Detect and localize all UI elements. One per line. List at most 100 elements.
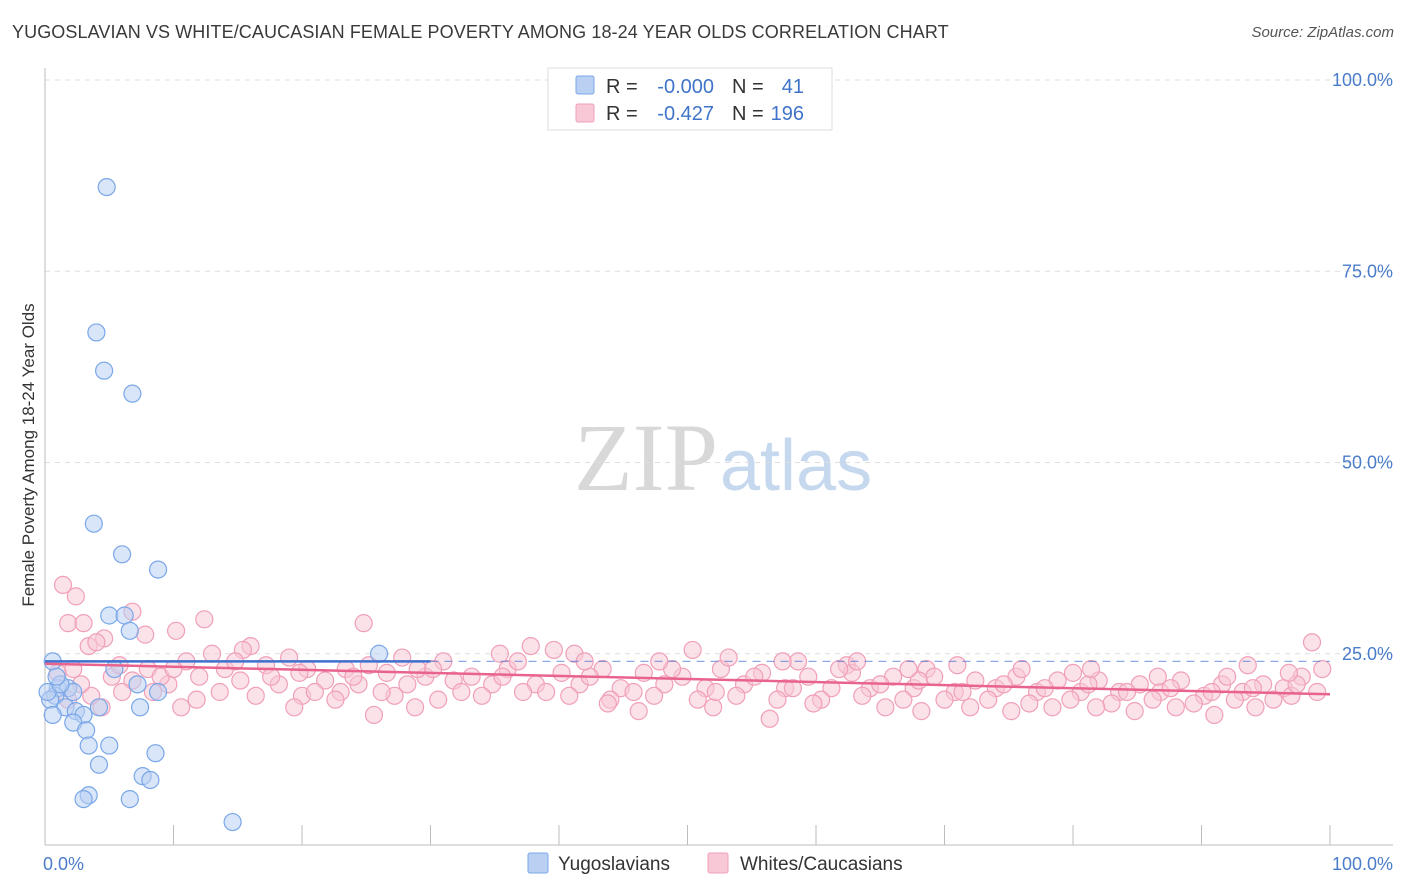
point-whites-caucasians-149 xyxy=(537,682,556,702)
point-whites-caucasians-190 xyxy=(629,702,648,721)
point-yugoslavians-27 xyxy=(79,736,98,755)
point-whites-caucasians-48 xyxy=(925,667,944,686)
point-whites-caucasians-13 xyxy=(202,644,222,663)
point-yugoslavians-36 xyxy=(223,812,242,832)
point-whites-caucasians-170 xyxy=(164,659,183,679)
point-whites-caucasians-139 xyxy=(112,682,132,702)
point-yugoslavians-5 xyxy=(112,545,132,564)
y-tick-label-50: 50.0% xyxy=(1342,453,1393,473)
point-whites-caucasians-182 xyxy=(948,656,967,675)
point-whites-caucasians-115 xyxy=(1184,694,1203,713)
point-yugoslavians-2 xyxy=(95,361,114,380)
point-whites-caucasians-66 xyxy=(316,671,335,690)
point-whites-caucasians-0 xyxy=(53,575,73,595)
point-whites-caucasians-123 xyxy=(598,694,617,713)
point-whites-caucasians-189 xyxy=(326,690,345,709)
point-whites-caucasians-141 xyxy=(210,682,229,702)
point-yugoslavians-35 xyxy=(120,789,139,809)
point-yugoslavians-8 xyxy=(115,606,134,625)
point-whites-caucasians-68 xyxy=(398,675,417,694)
legend-swatch-yugoslavians xyxy=(575,75,595,95)
point-whites-caucasians-15 xyxy=(280,648,299,667)
point-whites-caucasians-163 xyxy=(1117,682,1137,702)
point-whites-caucasians-93 xyxy=(246,686,265,705)
point-yugoslavians-21 xyxy=(89,698,109,717)
point-whites-caucasians-4 xyxy=(59,614,78,633)
point-whites-caucasians-20 xyxy=(544,640,563,660)
point-yugoslavians-28 xyxy=(100,736,119,755)
point-yugoslavians-6 xyxy=(148,560,168,579)
y-axis-title: Female Poverty Among 18-24 Year Olds xyxy=(19,303,38,606)
point-yugoslavians-1 xyxy=(87,323,106,342)
point-whites-caucasians-5 xyxy=(354,614,373,633)
point-whites-caucasians-121 xyxy=(364,705,384,725)
point-whites-caucasians-166 xyxy=(1243,679,1263,698)
point-whites-caucasians-181 xyxy=(899,659,918,679)
point-whites-caucasians-143 xyxy=(305,682,324,702)
point-whites-caucasians-178 xyxy=(719,648,738,667)
point-whites-caucasians-107 xyxy=(853,686,872,705)
point-whites-caucasians-113 xyxy=(1102,694,1121,713)
point-whites-caucasians-119 xyxy=(172,698,191,717)
point-whites-caucasians-187 xyxy=(1279,663,1298,682)
bottom-legend-swatch-whites xyxy=(707,852,729,874)
point-whites-caucasians-134 xyxy=(1205,705,1224,725)
axes xyxy=(44,68,1393,846)
point-whites-caucasians-126 xyxy=(876,698,895,717)
point-whites-caucasians-154 xyxy=(745,667,764,686)
point-whites-caucasians-183 xyxy=(1012,659,1031,679)
point-yugoslavians-23 xyxy=(43,705,62,725)
point-whites-caucasians-125 xyxy=(804,694,823,713)
point-whites-caucasians-184 xyxy=(1081,659,1101,679)
point-whites-caucasians-137 xyxy=(1308,682,1327,702)
point-yugoslavians-3 xyxy=(123,384,142,403)
point-whites-caucasians-16 xyxy=(393,648,412,667)
point-whites-caucasians-130 xyxy=(1043,698,1062,717)
point-whites-caucasians-39 xyxy=(552,663,571,682)
legend-r-label-1: R = xyxy=(606,76,638,98)
point-whites-caucasians-159 xyxy=(953,682,972,702)
point-whites-caucasians-99 xyxy=(513,682,533,702)
point-whites-caucasians-114 xyxy=(1143,690,1162,709)
point-whites-caucasians-153 xyxy=(706,682,725,702)
point-whites-caucasians-19 xyxy=(521,636,540,656)
point-whites-caucasians-26 xyxy=(1063,663,1083,682)
point-yugoslavians-40 xyxy=(47,667,66,686)
point-whites-caucasians-132 xyxy=(1125,702,1144,721)
point-whites-caucasians-135 xyxy=(1246,698,1265,717)
point-yugoslavians-26 xyxy=(77,721,96,740)
x-tick-label-min: 0.0% xyxy=(43,854,84,874)
point-whites-caucasians-146 xyxy=(408,659,427,679)
bottom-legend-label-whites: Whites/Caucasians xyxy=(740,854,903,875)
point-whites-caucasians-127 xyxy=(912,702,931,721)
point-whites-caucasians-103 xyxy=(688,690,707,709)
point-whites-caucasians-133 xyxy=(1166,698,1185,717)
x-tick-label-max: 100.0% xyxy=(1332,854,1393,874)
point-whites-caucasians-151 xyxy=(624,682,643,702)
point-yugoslavians-16 xyxy=(148,682,168,702)
point-whites-caucasians-108 xyxy=(894,690,913,709)
point-whites-caucasians-112 xyxy=(1061,690,1080,709)
point-whites-caucasians-37 xyxy=(462,667,481,686)
point-whites-caucasians-124 xyxy=(704,698,723,717)
legend-n-label-2: N = xyxy=(732,103,764,125)
point-whites-caucasians-116 xyxy=(1225,690,1245,709)
point-yugoslavians-34 xyxy=(74,789,93,809)
point-yugoslavians-4 xyxy=(84,514,103,533)
point-whites-caucasians-145 xyxy=(372,682,391,702)
point-whites-caucasians-117 xyxy=(1264,690,1283,709)
legend-n-value-2: 196 xyxy=(771,103,804,125)
chart-title: YUGOSLAVIAN VS WHITE/CAUCASIAN FEMALE PO… xyxy=(12,22,949,42)
legend-r-label-2: R = xyxy=(606,103,638,125)
legend-r-value-2: -0.427 xyxy=(657,103,714,125)
point-yugoslavians-0 xyxy=(97,178,116,197)
point-whites-caucasians-105 xyxy=(768,690,787,709)
point-yugoslavians-29 xyxy=(146,744,165,763)
point-whites-caucasians-128 xyxy=(961,698,980,717)
point-whites-caucasians-162 xyxy=(1079,675,1098,694)
bottom-legend-swatch-yugoslavians xyxy=(527,852,549,874)
trend-lines xyxy=(44,660,1331,696)
point-whites-caucasians-1 xyxy=(66,587,85,606)
point-whites-caucasians-120 xyxy=(285,698,304,717)
